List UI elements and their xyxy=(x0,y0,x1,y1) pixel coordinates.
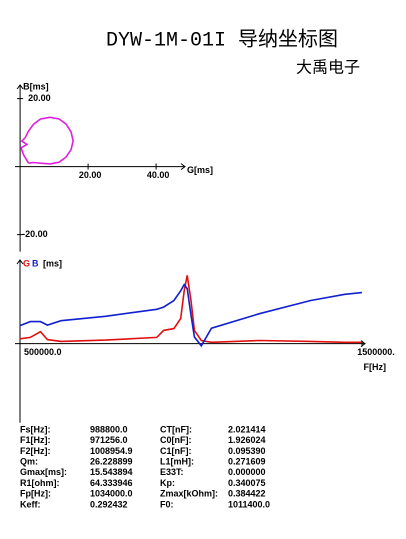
x-axis-label: F[Hz] xyxy=(364,362,387,372)
y-axis-label: [ms] xyxy=(43,258,62,268)
x-tick-label: 20.00 xyxy=(79,170,102,180)
param-label: E33T: xyxy=(160,467,184,477)
param-value: 2.021414 xyxy=(228,424,266,434)
param-value: 988800.0 xyxy=(90,424,128,434)
y-tick-label: 20.00 xyxy=(28,93,51,103)
param-label: CT[nF]: xyxy=(160,424,192,434)
series-line xyxy=(20,116,74,165)
param-value: 0.340075 xyxy=(228,478,266,488)
y-tick-label: -20.00 xyxy=(22,229,48,239)
param-label: L1[mH]: xyxy=(160,456,194,466)
param-value: 0.292432 xyxy=(90,499,128,509)
param-label: F1[Hz]: xyxy=(20,435,51,445)
param-value: 15.543894 xyxy=(90,467,133,477)
param-value: 0.000000 xyxy=(228,467,266,477)
param-label: R1[ohm]: xyxy=(20,478,60,488)
subtitle: 大禹电子 xyxy=(296,58,360,77)
param-label: Fs[Hz]: xyxy=(20,424,51,434)
y-arrow xyxy=(16,84,24,90)
legend-label: G xyxy=(23,258,30,268)
param-value: 1011400.0 xyxy=(228,499,270,509)
param-value: 971256.0 xyxy=(90,435,128,445)
param-label: C0[nF]: xyxy=(160,435,192,445)
series-line xyxy=(19,275,362,344)
legend-label: B xyxy=(32,258,39,268)
param-label: Gmax[ms]: xyxy=(20,467,67,477)
param-label: Keff: xyxy=(20,499,41,509)
series-line xyxy=(19,283,363,348)
param-value: 1034000.0 xyxy=(90,489,133,499)
param-value: 0.095390 xyxy=(228,446,266,456)
param-label: F2[Hz]: xyxy=(20,446,51,456)
param-value: 0.271609 xyxy=(228,456,266,466)
param-label: C1[nF]: xyxy=(160,446,192,456)
param-value: 1.926024 xyxy=(228,435,266,445)
param-value: 26.228899 xyxy=(90,456,133,466)
y-axis-label: B[ms] xyxy=(23,81,49,91)
param-label: Kp: xyxy=(160,478,175,488)
param-label: F0: xyxy=(160,499,174,509)
param-label: Qm: xyxy=(20,456,38,466)
x-tick-label: 40.00 xyxy=(147,170,170,180)
x-tick-label: 1500000. xyxy=(357,347,395,357)
x-axis-label: G[ms] xyxy=(187,165,213,175)
param-value: 1008954.9 xyxy=(90,446,133,456)
param-value: 0.384422 xyxy=(228,489,266,499)
param-label: Fp[Hz]: xyxy=(20,489,51,499)
x-arrow xyxy=(180,163,186,170)
y-arrow xyxy=(16,259,24,265)
x-tick-label: 500000.0 xyxy=(24,347,62,357)
param-label: Zmax[kOhm]: xyxy=(160,489,218,499)
param-value: 64.333946 xyxy=(90,478,133,488)
title: DYW-1M-01I 导纳坐标图 xyxy=(106,27,338,52)
